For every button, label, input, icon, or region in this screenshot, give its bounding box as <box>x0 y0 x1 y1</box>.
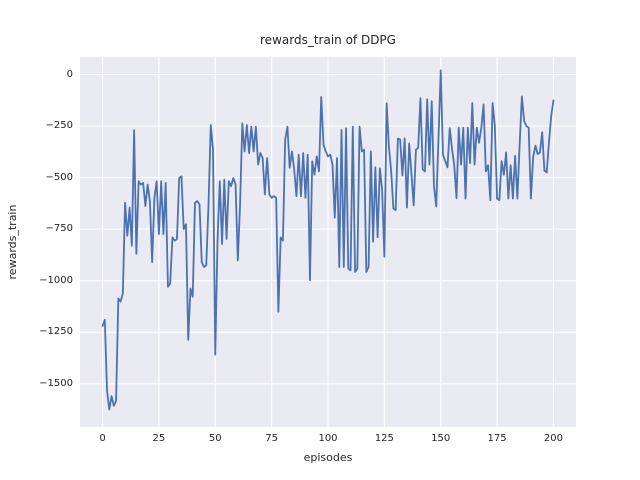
x-axis-label: episodes <box>303 451 353 464</box>
plot-canvas <box>80 57 576 427</box>
series-line-rewards_train <box>101 69 555 411</box>
plot-area <box>80 57 576 427</box>
y-tick-label: −500 <box>45 171 73 183</box>
x-tick-label: 125 <box>374 433 394 444</box>
y-tick-label: −1250 <box>39 326 73 338</box>
y-tick-label: −250 <box>45 120 73 132</box>
x-tick-label: 25 <box>152 433 166 444</box>
y-tick-label: 0 <box>66 68 73 80</box>
x-tick-label: 0 <box>99 433 106 444</box>
x-tick-label: 150 <box>431 433 451 444</box>
y-tick-label: −750 <box>45 223 73 235</box>
x-tick-label: 75 <box>265 433 278 444</box>
x-tick-label: 200 <box>543 433 563 444</box>
y-tick-label: −1000 <box>39 274 73 286</box>
chart-title: rewards_train of DDPG <box>260 33 396 47</box>
x-tick-label: 50 <box>208 433 222 444</box>
y-tick-label: −1500 <box>39 377 73 389</box>
x-tick-label: 175 <box>487 433 507 444</box>
y-axis-label: rewards_train <box>6 204 19 280</box>
x-tick-label: 100 <box>318 433 338 444</box>
